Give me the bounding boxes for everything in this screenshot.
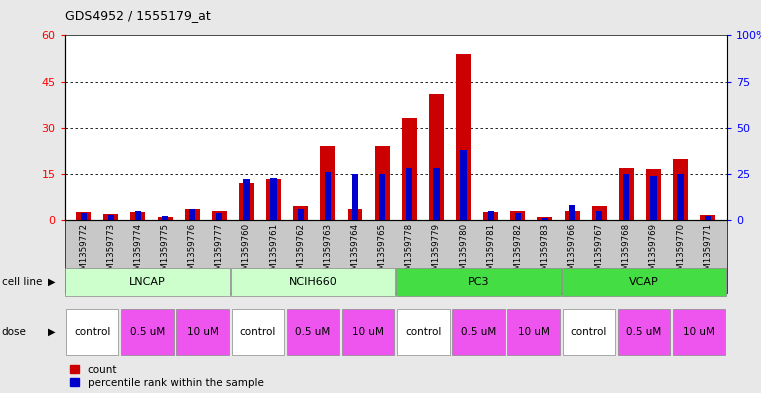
- Bar: [483, 212, 498, 220]
- Bar: [287, 309, 339, 355]
- Bar: [396, 268, 561, 296]
- Text: dose: dose: [2, 327, 27, 337]
- Text: 0.5 uM: 0.5 uM: [295, 327, 330, 337]
- Bar: [65, 268, 230, 296]
- Bar: [76, 212, 91, 220]
- Bar: [216, 213, 222, 220]
- Text: 10 uM: 10 uM: [517, 327, 549, 337]
- Text: control: control: [571, 327, 607, 337]
- Text: ▶: ▶: [48, 327, 56, 337]
- Text: PC3: PC3: [468, 277, 489, 287]
- Bar: [537, 217, 552, 220]
- Bar: [293, 206, 308, 220]
- Bar: [569, 205, 575, 220]
- Bar: [342, 309, 394, 355]
- Bar: [81, 213, 87, 220]
- Bar: [619, 168, 634, 220]
- Bar: [402, 119, 417, 220]
- Text: 10 uM: 10 uM: [186, 327, 218, 337]
- Text: 0.5 uM: 0.5 uM: [461, 327, 496, 337]
- Bar: [103, 214, 118, 220]
- Bar: [325, 172, 331, 220]
- Bar: [374, 146, 390, 220]
- Text: 0.5 uM: 0.5 uM: [626, 327, 661, 337]
- Bar: [511, 211, 525, 220]
- Bar: [452, 309, 505, 355]
- Bar: [158, 217, 173, 220]
- Bar: [433, 168, 440, 220]
- Text: LNCAP: LNCAP: [129, 277, 166, 287]
- Text: cell line: cell line: [2, 277, 42, 287]
- Bar: [508, 309, 560, 355]
- Text: VCAP: VCAP: [629, 277, 659, 287]
- Bar: [66, 309, 119, 355]
- Bar: [456, 54, 471, 220]
- Bar: [460, 150, 466, 220]
- Bar: [231, 309, 284, 355]
- Bar: [651, 176, 657, 220]
- Bar: [623, 174, 629, 220]
- Bar: [562, 268, 726, 296]
- Text: 10 uM: 10 uM: [683, 327, 715, 337]
- Bar: [406, 168, 412, 220]
- Bar: [270, 178, 277, 220]
- Bar: [231, 268, 395, 296]
- Bar: [352, 174, 358, 220]
- Bar: [135, 211, 141, 220]
- Bar: [592, 206, 607, 220]
- Bar: [673, 158, 688, 220]
- Bar: [239, 183, 254, 220]
- Bar: [320, 146, 336, 220]
- Bar: [618, 309, 670, 355]
- Bar: [162, 217, 168, 220]
- Bar: [488, 211, 494, 220]
- Text: control: control: [240, 327, 276, 337]
- Bar: [646, 169, 661, 220]
- Bar: [379, 174, 385, 220]
- Bar: [565, 211, 580, 220]
- Text: GDS4952 / 1555179_at: GDS4952 / 1555179_at: [65, 9, 211, 22]
- Text: 10 uM: 10 uM: [352, 327, 384, 337]
- Bar: [107, 215, 114, 220]
- Bar: [429, 94, 444, 220]
- Bar: [244, 180, 250, 220]
- Bar: [177, 309, 229, 355]
- Legend: count, percentile rank within the sample: count, percentile rank within the sample: [70, 365, 263, 388]
- Bar: [189, 209, 196, 220]
- Bar: [514, 213, 521, 220]
- Text: NCIH660: NCIH660: [288, 277, 337, 287]
- Bar: [121, 309, 174, 355]
- Bar: [130, 212, 145, 220]
- Bar: [677, 174, 684, 220]
- Bar: [212, 211, 227, 220]
- Bar: [185, 209, 199, 220]
- Text: control: control: [405, 327, 441, 337]
- Bar: [700, 215, 715, 220]
- Bar: [542, 218, 548, 220]
- Bar: [562, 309, 615, 355]
- Bar: [673, 309, 725, 355]
- Text: control: control: [74, 327, 110, 337]
- Bar: [266, 178, 281, 220]
- Bar: [298, 209, 304, 220]
- Text: 0.5 uM: 0.5 uM: [130, 327, 165, 337]
- Bar: [348, 209, 362, 220]
- Text: ▶: ▶: [48, 277, 56, 287]
- Bar: [705, 217, 711, 220]
- Bar: [397, 309, 450, 355]
- Bar: [596, 211, 603, 220]
